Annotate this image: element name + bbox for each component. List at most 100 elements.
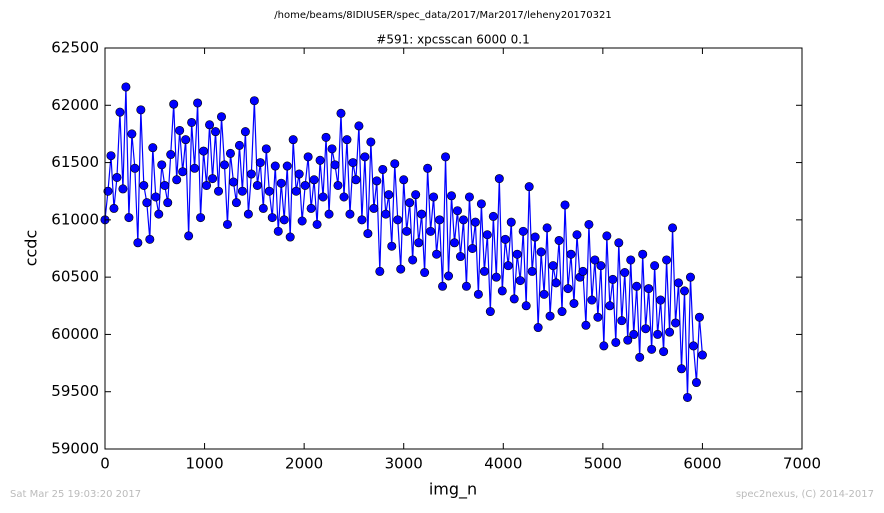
data-point xyxy=(157,160,167,170)
data-point xyxy=(405,198,415,208)
data-point xyxy=(366,137,376,147)
data-point xyxy=(688,341,698,351)
data-point xyxy=(402,226,412,236)
data-point xyxy=(662,255,672,265)
data-point xyxy=(435,215,445,225)
x-tick-label: 7000 xyxy=(783,455,821,473)
data-point xyxy=(668,223,678,233)
data-point xyxy=(109,203,119,213)
data-point xyxy=(375,266,385,276)
data-point xyxy=(429,192,439,202)
data-point xyxy=(354,121,364,131)
data-point xyxy=(452,206,462,216)
data-point xyxy=(530,232,540,242)
data-point xyxy=(115,107,125,117)
data-point xyxy=(184,231,194,241)
data-point xyxy=(228,177,238,187)
data-point xyxy=(285,232,295,242)
data-point xyxy=(488,211,498,221)
footer-left: Sat Mar 25 19:03:20 2017 xyxy=(10,489,141,500)
y-tick-label: 61500 xyxy=(51,153,99,171)
data-point xyxy=(396,264,406,274)
data-point xyxy=(348,158,358,168)
data-point xyxy=(240,127,250,137)
data-point xyxy=(509,294,519,304)
data-point xyxy=(219,160,229,170)
data-point xyxy=(160,180,170,190)
data-point xyxy=(542,223,552,233)
data-point xyxy=(644,284,654,294)
data-point xyxy=(464,192,474,202)
data-point xyxy=(599,341,609,351)
data-point xyxy=(602,231,612,241)
data-point xyxy=(476,199,486,209)
data-point xyxy=(202,180,212,190)
data-point xyxy=(121,82,131,92)
data-point xyxy=(512,249,522,259)
data-point xyxy=(145,234,155,244)
data-point xyxy=(638,249,648,259)
x-tick-label: 4000 xyxy=(484,455,522,473)
data-point xyxy=(103,186,113,196)
data-point xyxy=(653,329,663,339)
data-point xyxy=(163,198,173,208)
data-point xyxy=(178,167,188,177)
data-point xyxy=(593,312,603,322)
data-point xyxy=(590,255,600,265)
y-tick-label: 60000 xyxy=(51,325,99,343)
chart-title: #591: xpcsscan 6000 0.1 xyxy=(376,33,529,47)
data-point xyxy=(399,175,409,185)
data-point xyxy=(659,347,669,357)
data-point xyxy=(151,192,161,202)
data-point xyxy=(426,226,436,236)
data-point xyxy=(455,252,465,262)
data-point xyxy=(572,230,582,240)
data-point xyxy=(246,169,256,179)
data-point xyxy=(414,238,424,248)
data-point xyxy=(677,364,687,374)
data-point xyxy=(417,209,427,219)
data-point xyxy=(324,209,334,219)
x-tick-label: 1000 xyxy=(185,455,223,473)
data-point xyxy=(112,172,122,182)
data-point xyxy=(560,200,570,210)
data-point xyxy=(470,217,480,227)
data-point xyxy=(629,329,639,339)
y-tick-label: 61000 xyxy=(51,210,99,228)
data-point xyxy=(300,180,310,190)
data-point xyxy=(216,112,226,122)
data-point xyxy=(671,318,681,328)
data-point xyxy=(411,190,421,200)
data-point xyxy=(536,247,546,257)
data-point xyxy=(196,213,206,223)
data-point xyxy=(339,192,349,202)
data-point xyxy=(596,261,606,271)
data-point xyxy=(118,184,128,194)
data-point xyxy=(252,180,262,190)
data-point xyxy=(491,272,501,282)
data-point xyxy=(231,198,241,208)
x-tick-label: 5000 xyxy=(584,455,622,473)
data-point xyxy=(282,161,292,171)
plot-area xyxy=(100,82,707,402)
y-tick-label: 59000 xyxy=(51,440,99,458)
data-point xyxy=(444,271,454,281)
data-point xyxy=(500,234,510,244)
x-tick-label: 2000 xyxy=(285,455,323,473)
data-point xyxy=(497,286,507,296)
data-point xyxy=(124,213,134,223)
y-tick-label: 62000 xyxy=(51,96,99,114)
data-point xyxy=(142,198,152,208)
data-point xyxy=(587,295,597,305)
data-point xyxy=(641,324,651,334)
data-point xyxy=(172,175,182,185)
data-point xyxy=(303,152,313,162)
data-point xyxy=(482,230,492,240)
data-point xyxy=(461,281,471,291)
data-point xyxy=(381,209,391,219)
data-point xyxy=(551,278,561,288)
data-line xyxy=(104,86,704,398)
data-point xyxy=(423,163,433,173)
